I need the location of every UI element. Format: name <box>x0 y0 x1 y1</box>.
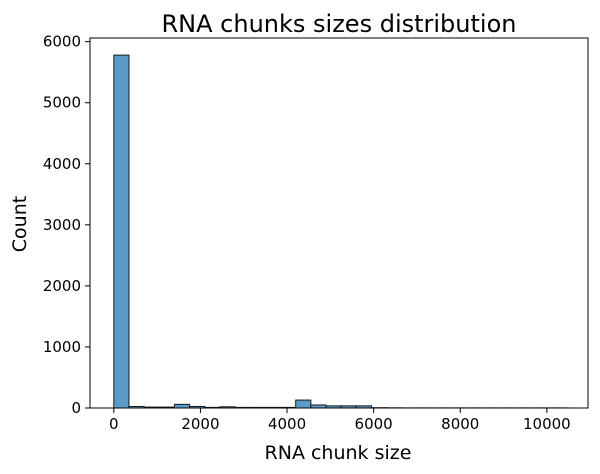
y-ticks: 0 1000 2000 3000 4000 5000 6000 <box>43 33 90 417</box>
chart-title: RNA chunks sizes distribution <box>162 10 517 38</box>
x-tick-label: 6000 <box>355 415 393 433</box>
y-tick-label: 1000 <box>43 338 81 356</box>
histogram-bar <box>173 403 191 409</box>
histogram-bar <box>295 399 312 409</box>
x-tick-label: 4000 <box>268 415 306 433</box>
y-tick-label: 6000 <box>43 33 81 51</box>
x-tick-label: 8000 <box>441 415 479 433</box>
histogram-bar <box>113 54 130 409</box>
x-tick-label: 2000 <box>181 415 219 433</box>
x-ticks: 0 2000 4000 6000 8000 10000 <box>109 408 571 433</box>
y-tick-label: 2000 <box>43 277 81 295</box>
y-tick-label: 0 <box>71 399 81 417</box>
x-tick-label: 10000 <box>523 415 571 433</box>
y-tick-label: 5000 <box>43 94 81 112</box>
x-tick-label: 0 <box>109 415 119 433</box>
y-tick-label: 4000 <box>43 155 81 173</box>
x-axis-label: RNA chunk size <box>265 442 412 464</box>
y-axis-label: Count <box>9 196 31 252</box>
plot-frame <box>89 37 589 409</box>
bars-group <box>113 54 570 409</box>
y-tick-label: 3000 <box>43 216 81 234</box>
